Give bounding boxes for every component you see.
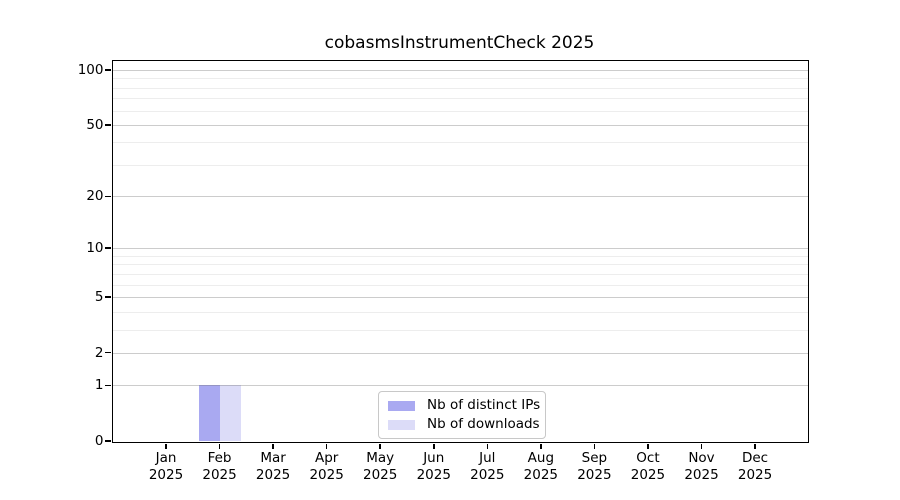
minor-gridline <box>112 110 808 112</box>
x-tick-label: Sep 2025 <box>562 450 626 483</box>
minor-gridline <box>112 284 808 286</box>
x-tick-mark <box>379 443 381 449</box>
y-tick-label: 5 <box>94 288 104 305</box>
x-tick-label: Mar 2025 <box>241 450 305 483</box>
x-tick-year: 2025 <box>523 466 559 483</box>
y-tick-mark <box>104 124 111 126</box>
y-tick-mark <box>104 384 111 387</box>
x-tick-mark <box>272 443 274 449</box>
x-tick-label: Jul 2025 <box>455 450 519 483</box>
y-tick-label: 50 <box>86 116 104 133</box>
legend-label: Nb of downloads <box>427 416 540 432</box>
x-tick-month: Apr <box>314 450 339 466</box>
x-tick-mark <box>593 443 596 449</box>
x-tick-month: Nov <box>688 450 715 466</box>
legend: Nb of distinct IPs Nb of downloads <box>378 391 546 439</box>
bar-distinct-ips <box>198 385 220 441</box>
x-tick-label: Jan 2025 <box>134 450 198 483</box>
x-tick-year: 2025 <box>630 466 666 483</box>
x-tick-year: 2025 <box>309 466 344 483</box>
major-gridline <box>112 248 808 250</box>
legend-swatch <box>388 400 415 411</box>
x-tick-label: Aug 2025 <box>509 450 573 483</box>
y-tick-mark <box>104 351 111 354</box>
minor-gridline <box>112 329 808 331</box>
minor-gridline <box>112 78 808 80</box>
y-tick-label: 2 <box>94 344 104 361</box>
x-tick-year: 2025 <box>416 466 451 483</box>
bar-downloads <box>219 385 241 441</box>
x-tick-mark <box>218 443 221 449</box>
major-gridline <box>112 352 808 354</box>
x-tick-year: 2025 <box>470 466 505 483</box>
minor-gridline <box>112 273 808 275</box>
x-tick-label: Apr 2025 <box>295 450 359 483</box>
legend-label: Nb of distinct IPs <box>427 397 541 413</box>
x-tick-month: Jul <box>479 450 496 466</box>
y-tick-label: 10 <box>86 240 104 257</box>
x-tick-mark <box>325 443 328 449</box>
legend-item: Nb of downloads <box>388 416 540 433</box>
x-tick-mark <box>754 443 756 449</box>
x-tick-label: Feb 2025 <box>188 450 252 483</box>
minor-gridline <box>112 98 808 100</box>
legend-item: Nb of distinct IPs <box>388 397 540 414</box>
y-tick-label: 100 <box>77 62 104 78</box>
y-tick-mark <box>104 440 111 442</box>
x-tick-label: May 2025 <box>348 450 412 483</box>
x-tick-mark <box>433 443 435 449</box>
minor-gridline <box>112 311 808 313</box>
chart-title: cobasmsInstrumentCheck 2025 <box>324 33 595 53</box>
x-tick-month: Oct <box>636 450 660 466</box>
x-tick-year: 2025 <box>363 466 398 483</box>
x-tick-label: Oct 2025 <box>616 450 680 483</box>
x-tick-month: Mar <box>260 450 286 466</box>
x-tick-label: Nov 2025 <box>670 450 734 483</box>
x-tick-mark <box>486 443 489 449</box>
x-tick-month: Jun <box>423 450 445 466</box>
major-gridline <box>112 296 808 298</box>
y-tick-label: 0 <box>94 433 104 449</box>
x-tick-label: Jun 2025 <box>402 450 466 483</box>
major-gridline <box>112 70 808 71</box>
x-tick-month: Dec <box>741 450 769 466</box>
x-tick-mark <box>647 443 649 449</box>
x-tick-year: 2025 <box>148 466 184 483</box>
y-tick-mark <box>104 195 111 197</box>
x-tick-month: Aug <box>527 450 555 466</box>
major-gridline <box>112 124 808 126</box>
x-tick-year: 2025 <box>737 466 773 483</box>
x-tick-year: 2025 <box>255 466 291 483</box>
x-tick-month: Sep <box>581 450 608 466</box>
minor-gridline <box>112 164 808 166</box>
x-tick-month: Feb <box>207 450 232 466</box>
y-tick-label: 20 <box>86 188 104 205</box>
x-tick-month: Jan <box>155 450 177 466</box>
plot-area: 0 1 2 5 10 20 50 100 Jan 2025 Feb 2025 Mar 2025 Apr 202… <box>78 60 809 483</box>
legend-swatch <box>388 419 415 430</box>
x-tick-month: May <box>366 450 395 466</box>
y-tick-mark <box>104 296 111 298</box>
minor-gridline <box>112 255 808 257</box>
major-gridline <box>112 196 808 198</box>
y-tick-mark <box>104 69 111 71</box>
minor-gridline <box>112 87 808 89</box>
x-tick-year: 2025 <box>684 466 719 483</box>
x-tick-mark <box>165 443 167 449</box>
x-tick-label: Dec 2025 <box>723 450 787 483</box>
major-gridline <box>112 385 808 387</box>
y-tick-mark <box>104 247 111 249</box>
x-tick-mark <box>700 443 703 449</box>
x-tick-mark <box>540 443 542 449</box>
x-tick-year: 2025 <box>577 466 612 483</box>
minor-gridline <box>112 264 808 266</box>
minor-gridline <box>112 142 808 144</box>
x-tick-year: 2025 <box>202 466 237 483</box>
y-tick-label: 1 <box>94 377 104 394</box>
